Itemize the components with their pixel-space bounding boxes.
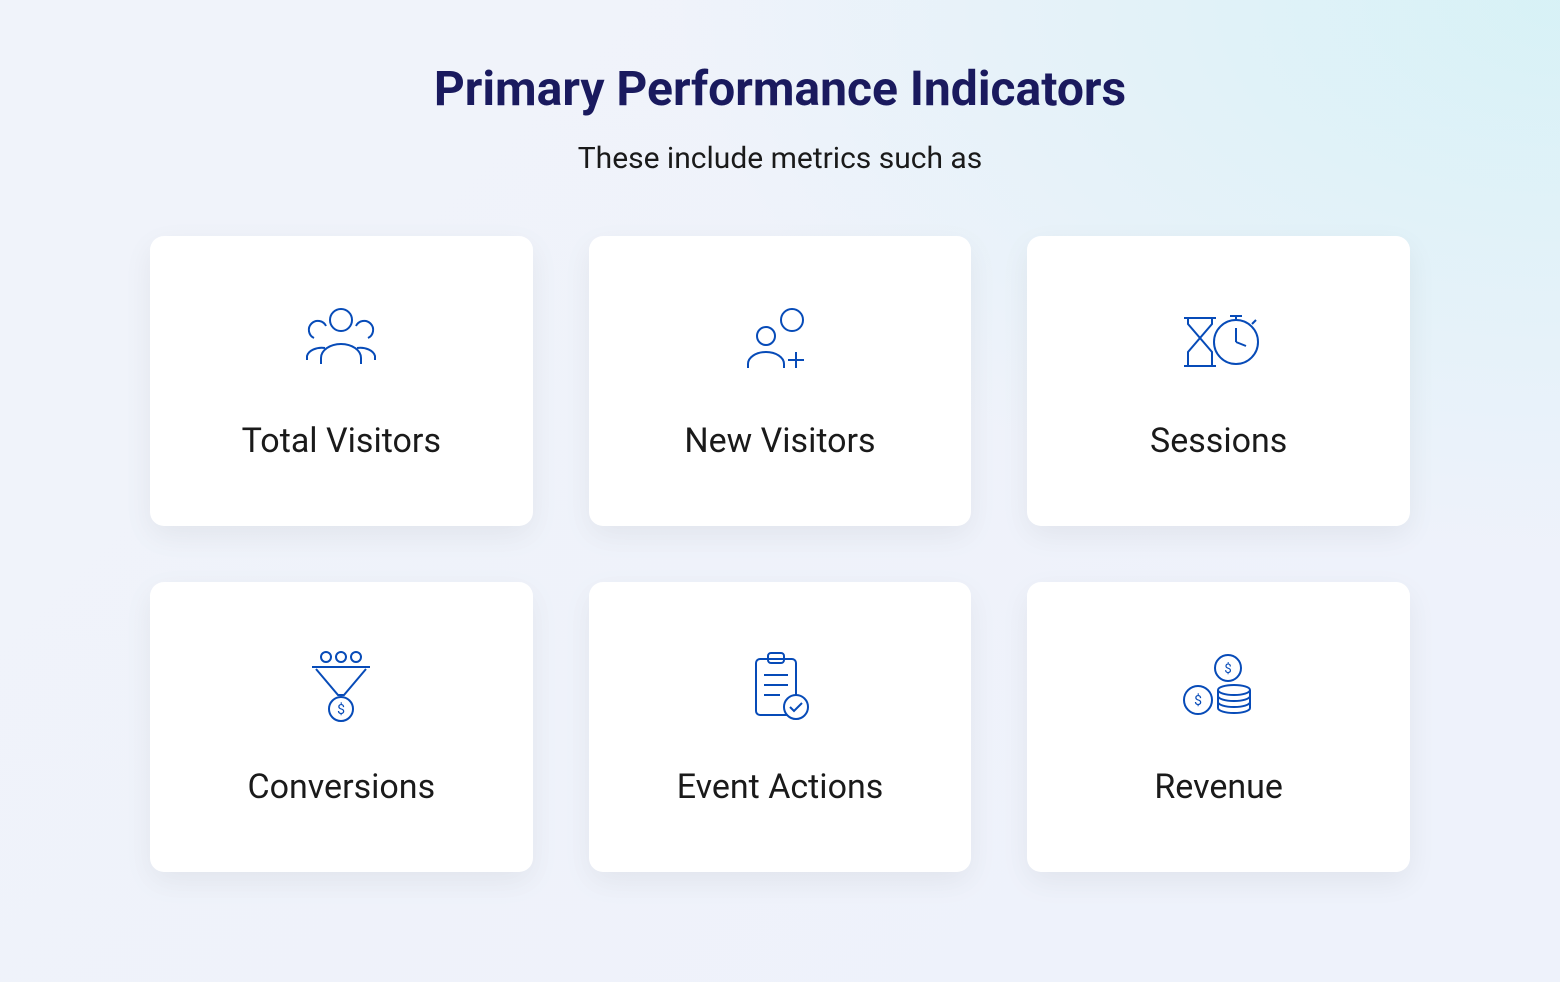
card-label: Event Actions <box>677 767 884 807</box>
card-revenue: $ $ Revenue <box>1027 582 1410 872</box>
header: Primary Performance Indicators These inc… <box>0 60 1560 176</box>
card-label: Revenue <box>1154 767 1283 807</box>
clipboard-check-icon <box>742 647 817 727</box>
card-label: Sessions <box>1150 421 1287 461</box>
page-title: Primary Performance Indicators <box>0 60 1560 117</box>
coins-stack-icon: $ $ <box>1176 647 1261 727</box>
card-sessions: Sessions <box>1027 236 1410 526</box>
card-label: Conversions <box>248 767 436 807</box>
cards-grid: Total Visitors New Visitors <box>90 236 1470 872</box>
user-plus-icon <box>740 301 820 381</box>
users-group-icon <box>301 301 381 381</box>
svg-text:$: $ <box>1225 662 1232 677</box>
svg-text:$: $ <box>337 701 345 718</box>
funnel-money-icon: $ <box>304 647 379 727</box>
card-total-visitors: Total Visitors <box>150 236 533 526</box>
page-subtitle: These include metrics such as <box>0 141 1560 176</box>
card-event-actions: Event Actions <box>589 582 972 872</box>
hourglass-stopwatch-icon <box>1174 301 1264 381</box>
card-conversions: $ Conversions <box>150 582 533 872</box>
card-label: Total Visitors <box>242 421 441 461</box>
card-new-visitors: New Visitors <box>589 236 972 526</box>
svg-text:$: $ <box>1194 692 1202 709</box>
card-label: New Visitors <box>684 421 875 461</box>
